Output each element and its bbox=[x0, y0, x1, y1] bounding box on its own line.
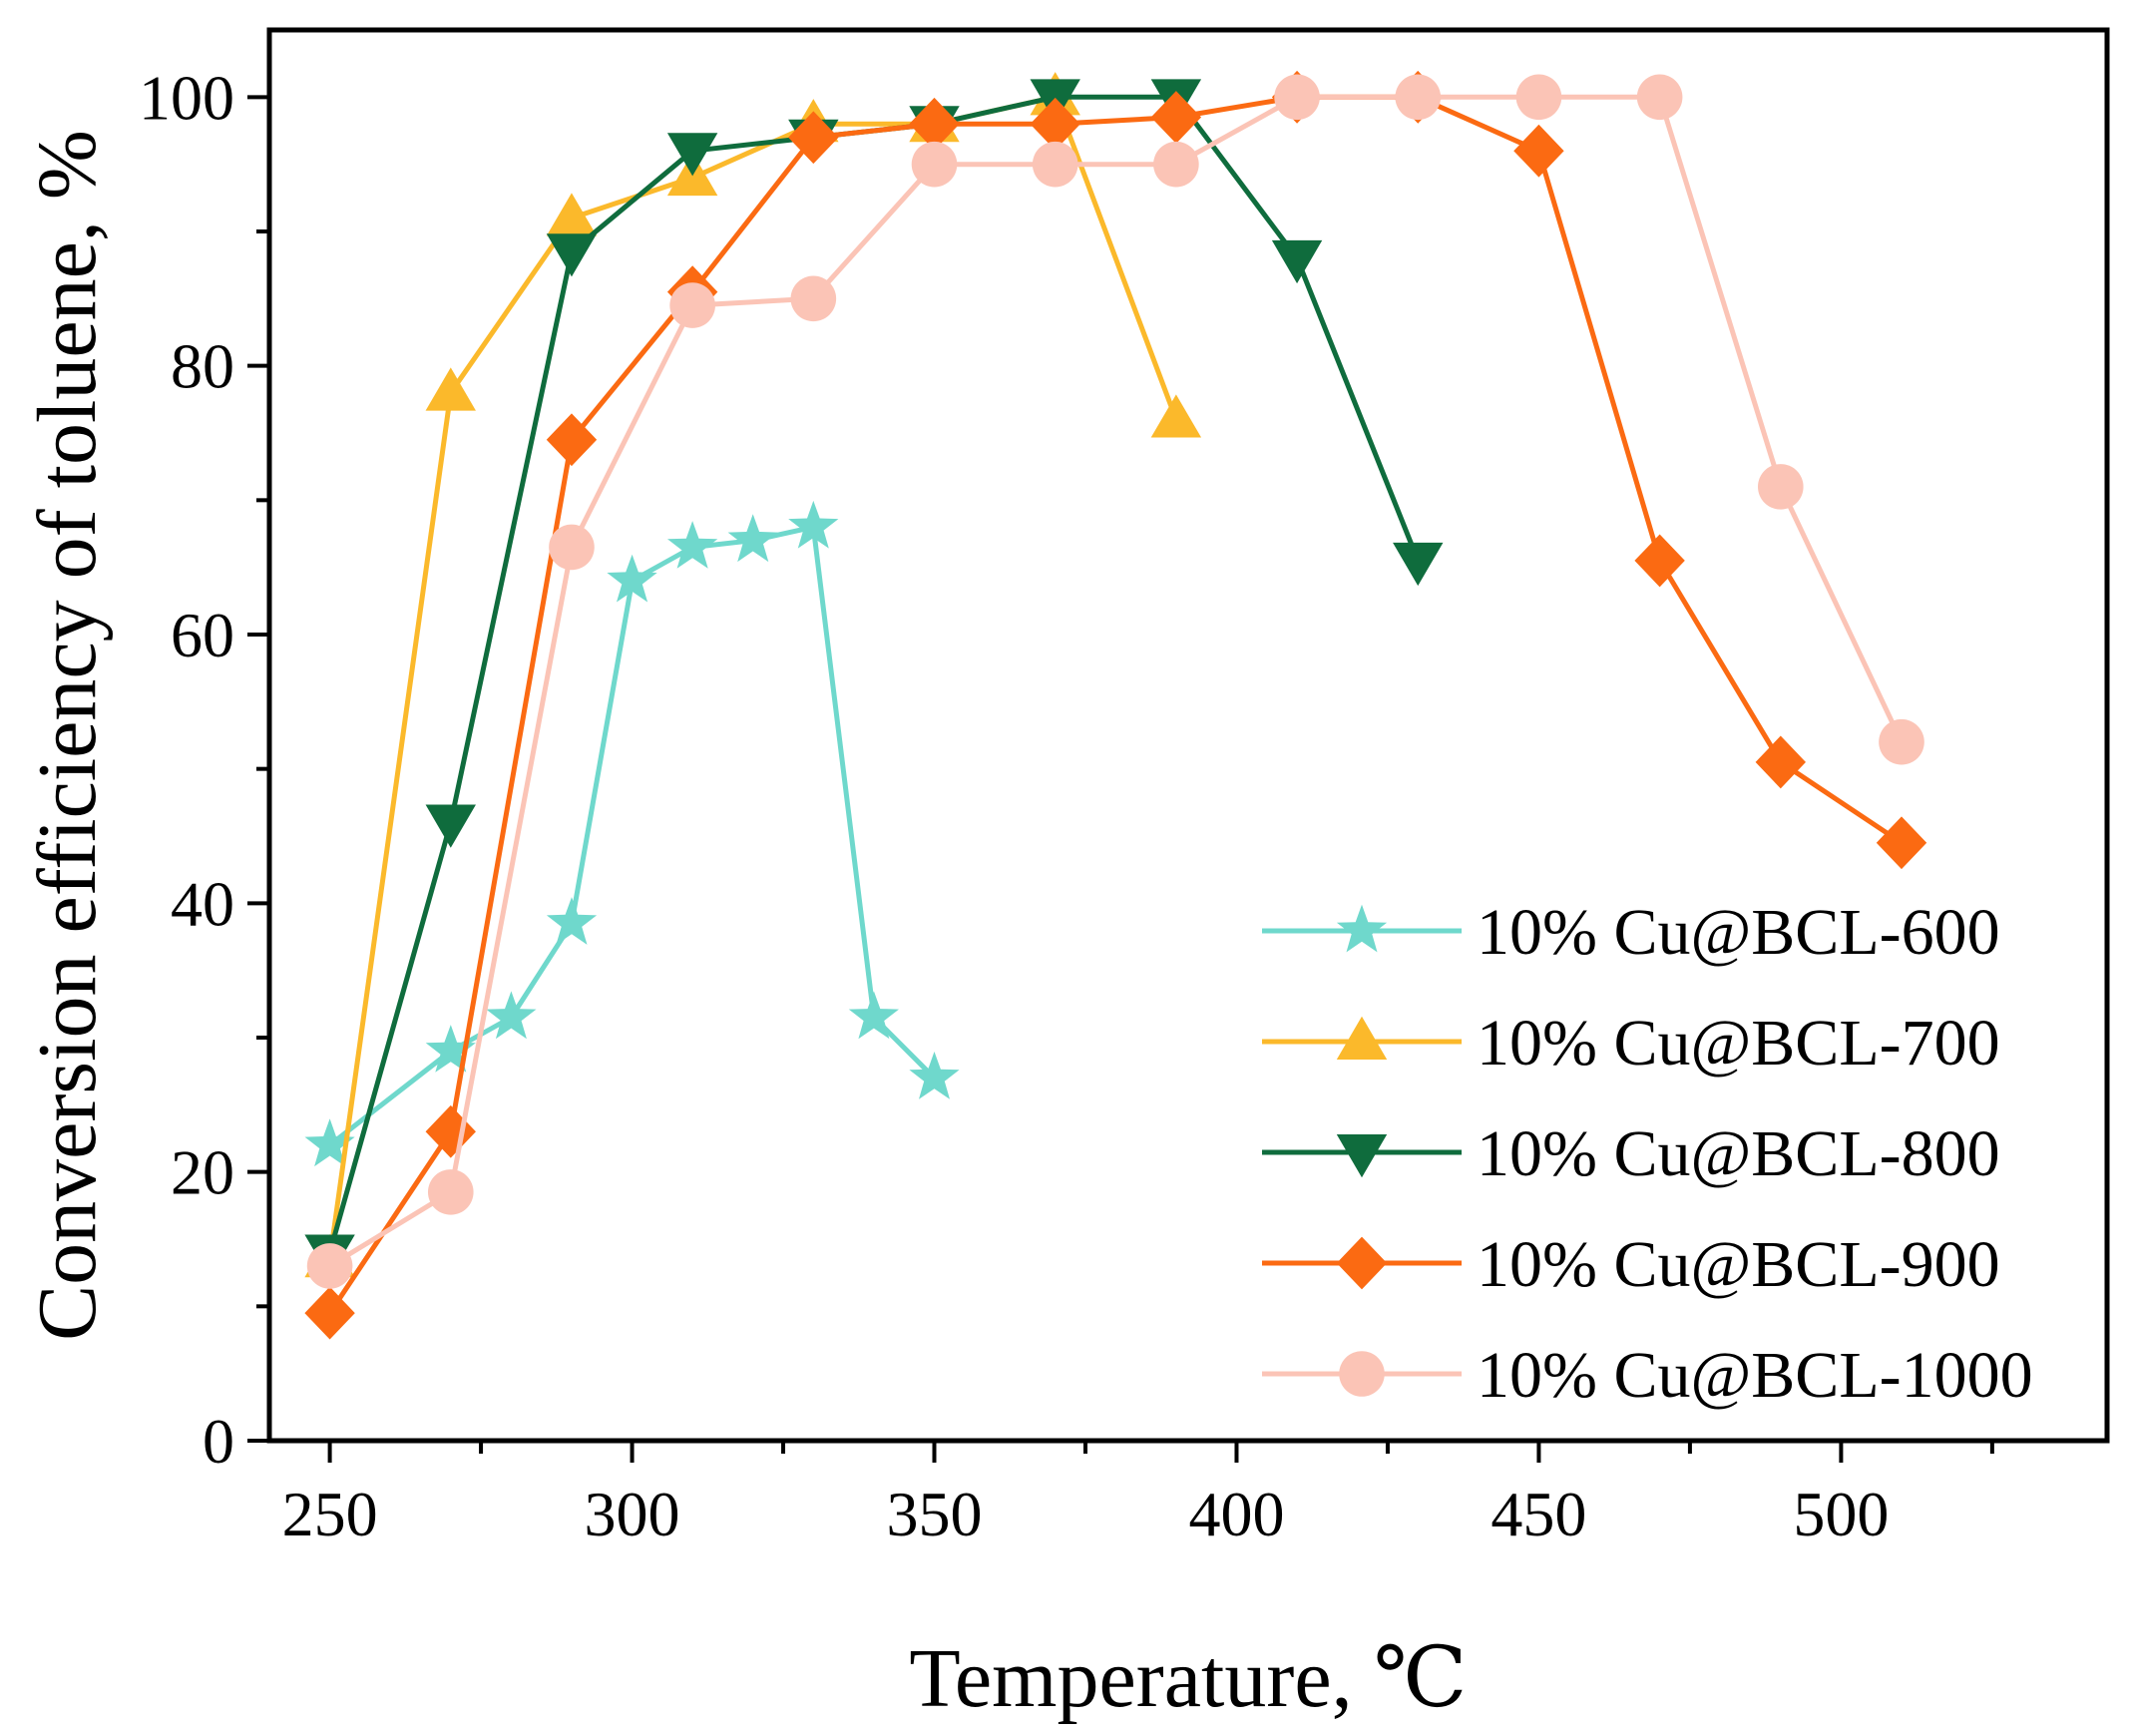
x-tick-label: 350 bbox=[887, 1479, 983, 1549]
data-point-diamond bbox=[546, 413, 598, 467]
data-point-circle bbox=[790, 275, 837, 322]
series-5 bbox=[306, 74, 1924, 1289]
x-tick-label: 400 bbox=[1188, 1479, 1284, 1549]
data-point-diamond bbox=[1030, 97, 1080, 151]
legend-entry-3: 10% Cu@BCL-800 bbox=[1262, 1117, 2000, 1190]
data-point-star bbox=[546, 897, 598, 945]
legend-marker-circle bbox=[1339, 1351, 1385, 1397]
data-point-star bbox=[486, 991, 537, 1040]
data-point-star bbox=[667, 521, 718, 569]
legend-label: 10% Cu@BCL-900 bbox=[1477, 1228, 2000, 1301]
legend-entry-4: 10% Cu@BCL-900 bbox=[1262, 1228, 2000, 1301]
y-tick-label: 60 bbox=[171, 600, 234, 670]
legend-label: 10% Cu@BCL-1000 bbox=[1477, 1339, 2033, 1412]
data-point-triangle-down bbox=[1271, 239, 1323, 284]
data-point-circle bbox=[911, 141, 958, 188]
legend-marker-triangle-down bbox=[1336, 1134, 1388, 1178]
data-point-circle bbox=[1274, 74, 1320, 121]
legend-marker-star bbox=[1336, 904, 1388, 953]
data-point-star bbox=[788, 500, 839, 549]
data-point-star bbox=[848, 991, 899, 1040]
data-point-star bbox=[909, 1052, 960, 1099]
y-tick-label: 80 bbox=[171, 331, 234, 402]
data-point-diamond bbox=[1634, 534, 1685, 588]
x-tick-label: 250 bbox=[282, 1479, 378, 1549]
x-tick-label: 500 bbox=[1793, 1479, 1889, 1549]
y-tick-label: 100 bbox=[139, 62, 234, 133]
data-point-triangle-down bbox=[1393, 542, 1444, 587]
data-point-diamond bbox=[1513, 124, 1564, 178]
data-point-circle bbox=[549, 524, 595, 571]
data-point-triangle-down bbox=[666, 133, 718, 177]
data-point-diamond bbox=[788, 111, 839, 165]
data-point-diamond bbox=[909, 97, 960, 151]
data-point-triangle-down bbox=[425, 804, 476, 848]
legend-label: 10% Cu@BCL-700 bbox=[1477, 1007, 2000, 1080]
data-point-circle bbox=[1758, 464, 1804, 510]
data-point-triangle-down bbox=[546, 233, 598, 277]
legend-entry-2: 10% Cu@BCL-700 bbox=[1262, 1007, 2000, 1080]
legend-marker-diamond bbox=[1336, 1236, 1388, 1290]
y-tick-label: 40 bbox=[171, 868, 234, 939]
x-tick-label: 300 bbox=[585, 1479, 680, 1549]
data-point-circle bbox=[1032, 141, 1078, 188]
data-point-circle bbox=[1153, 141, 1199, 188]
data-point-diamond bbox=[1876, 816, 1927, 870]
data-point-star bbox=[304, 1118, 355, 1167]
data-point-diamond bbox=[425, 1104, 476, 1158]
data-point-star bbox=[607, 554, 657, 603]
x-axis-title: Temperature, ℃ bbox=[909, 1632, 1467, 1725]
data-point-diamond bbox=[1755, 735, 1807, 789]
legend-marker-triangle-up bbox=[1336, 1016, 1388, 1060]
legend-label: 10% Cu@BCL-800 bbox=[1477, 1117, 2000, 1190]
data-point-star bbox=[425, 1025, 476, 1073]
plot-frame bbox=[266, 27, 2110, 1444]
x-tick-label: 450 bbox=[1491, 1479, 1586, 1549]
data-point-star bbox=[727, 514, 778, 563]
series-line bbox=[327, 94, 1904, 1315]
legend-label: 10% Cu@BCL-600 bbox=[1477, 896, 2000, 969]
axes: 250 300 350 400 450 500 0 20 40 60 80 100 bbox=[139, 62, 1994, 1549]
data-point-triangle-up bbox=[1150, 394, 1202, 438]
data-point-circle bbox=[427, 1169, 474, 1215]
y-tick-label: 0 bbox=[203, 1406, 234, 1477]
data-point-triangle-up bbox=[546, 193, 598, 236]
legend-entry-1: 10% Cu@BCL-600 bbox=[1262, 896, 2000, 969]
y-axis-title: Conversion efficiency of toluene, % bbox=[21, 130, 114, 1341]
data-point-circle bbox=[669, 282, 715, 328]
data-point-circle bbox=[306, 1243, 353, 1289]
y-tick-label: 20 bbox=[171, 1137, 234, 1208]
data-point-diamond bbox=[304, 1286, 355, 1340]
legend-entry-5: 10% Cu@BCL-1000 bbox=[1262, 1339, 2033, 1412]
series-layer bbox=[304, 70, 1927, 1340]
data-point-circle bbox=[1879, 718, 1924, 765]
legend: 10% Cu@BCL-600 10% Cu@BCL-700 10% Cu@BCL-8… bbox=[1262, 896, 2033, 1412]
data-point-diamond bbox=[1150, 91, 1202, 144]
data-point-triangle-up bbox=[425, 367, 476, 411]
data-point-circle bbox=[1395, 74, 1442, 121]
data-point-circle bbox=[1515, 74, 1562, 121]
data-point-circle bbox=[1636, 74, 1683, 121]
